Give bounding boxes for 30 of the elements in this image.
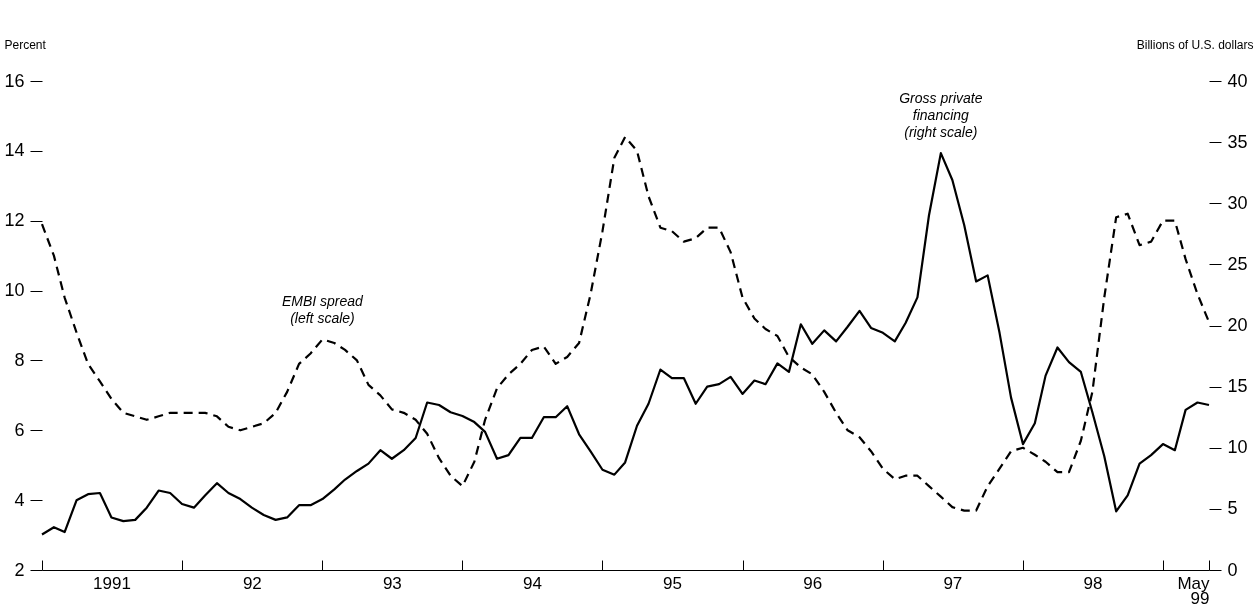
- x-tick-label: 96: [803, 573, 823, 593]
- y-tick-label: 4: [14, 489, 25, 510]
- y2-tick-label: 0: [1227, 559, 1238, 580]
- y-tick-label: 16: [4, 70, 25, 91]
- annotation: Gross private financing (right scale): [899, 90, 983, 141]
- y-tick-label: 2: [14, 559, 25, 580]
- y-tick-label: 8: [14, 349, 25, 370]
- x-tick-label: 1991: [93, 573, 131, 593]
- x-tick-label: May 99: [1177, 573, 1210, 608]
- y-tick-label: 14: [4, 140, 25, 161]
- y2-tick-label: 35: [1227, 131, 1248, 152]
- y2-tick-label: 40: [1227, 70, 1248, 91]
- y2-axis-title: Billions of U.S. dollars: [1136, 37, 1254, 52]
- y2-tick-label: 15: [1227, 376, 1248, 397]
- y2-tick-label: 10: [1227, 437, 1248, 458]
- y2-tick-label: 30: [1227, 192, 1248, 213]
- y2-tick-label: 20: [1227, 315, 1248, 335]
- x-tick-label: 94: [522, 573, 542, 593]
- x-tick-label: 93: [382, 573, 402, 593]
- x-tick-label: 92: [242, 573, 262, 593]
- y-axis-title: Percent: [4, 37, 47, 52]
- x-tick-label: 97: [943, 573, 963, 593]
- x-tick-label: 95: [662, 573, 682, 593]
- y-tick-label: 10: [4, 280, 25, 301]
- y-tick-label: 6: [14, 419, 25, 440]
- annotation: EMBI spread (left scale): [281, 293, 365, 327]
- y2-tick-label: 25: [1227, 253, 1248, 274]
- y2-tick-label: 5: [1227, 498, 1238, 519]
- y-tick-label: 12: [4, 210, 25, 231]
- x-tick-label: 98: [1083, 573, 1103, 593]
